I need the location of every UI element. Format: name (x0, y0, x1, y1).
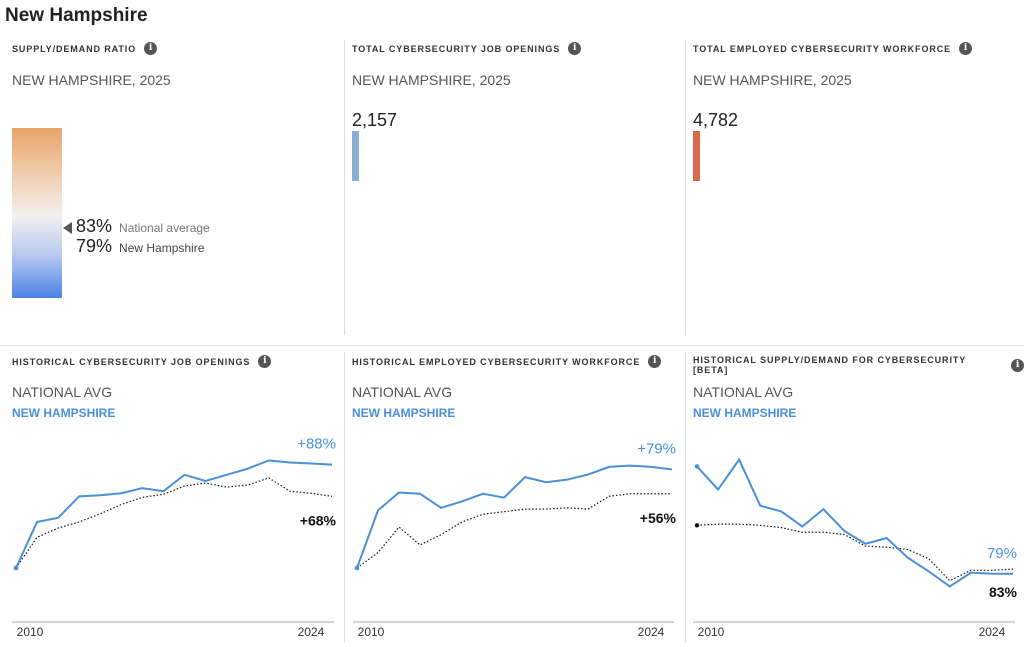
legend-state: NEW HAMPSHIRE (352, 406, 456, 420)
workforce-bar (693, 131, 700, 181)
legend-national: NATIONAL AVG (693, 384, 794, 400)
legend-state: NEW HAMPSHIRE (12, 406, 116, 420)
panel-label: TOTAL CYBERSECURITY JOB OPENINGS (352, 43, 561, 54)
job-openings-value: 2,157 (352, 110, 398, 130)
info-icon[interactable]: i (648, 355, 662, 368)
info-icon[interactable]: i (258, 355, 272, 368)
workforce-value: 4,782 (693, 110, 739, 130)
info-icon[interactable]: i (959, 42, 973, 55)
state-ratio-row: 79% New Hampshire (76, 236, 204, 257)
legend-state: NEW HAMPSHIRE (693, 406, 797, 420)
panel-subtitle: NEW HAMPSHIRE, 2025 (693, 72, 852, 88)
panel-subtitle: NEW HAMPSHIRE, 2025 (352, 72, 511, 88)
supply-demand-panel: SUPPLY/DEMAND RATIO i NEW HAMPSHIRE, 202… (0, 42, 344, 337)
panel-label: HISTORICAL EMPLOYED CYBERSECURITY WORKFO… (352, 356, 641, 367)
panel-label: HISTORICAL SUPPLY/DEMAND FOR CYBERSECURI… (693, 355, 966, 375)
panel-subtitle: NEW HAMPSHIRE, 2025 (12, 72, 171, 88)
info-icon[interactable]: i (1011, 358, 1024, 372)
separator (344, 352, 345, 642)
workforce-panel: TOTAL EMPLOYED CYBERSECURITY WORKFORCE i… (681, 42, 1024, 337)
national-average-value: 83% (76, 216, 113, 236)
job-openings-bar (352, 131, 359, 181)
state-ratio-label: New Hampshire (119, 241, 205, 255)
historical-openings-panel: HISTORICAL CYBERSECURITY JOB OPENINGS i … (0, 355, 344, 647)
state-ratio-value: 79% (76, 236, 113, 256)
legend-national: NATIONAL AVG (352, 384, 453, 400)
legend-national: NATIONAL AVG (12, 384, 113, 400)
separator (0, 345, 1024, 346)
job-openings-panel: TOTAL CYBERSECURITY JOB OPENINGS i NEW H… (340, 42, 684, 337)
historical-workforce-panel: HISTORICAL EMPLOYED CYBERSECURITY WORKFO… (340, 355, 684, 647)
page-title: New Hampshire (5, 5, 148, 26)
info-icon[interactable]: i (144, 42, 158, 55)
ratio-gradient-bar (12, 128, 62, 298)
national-average-label: National average (119, 221, 210, 235)
info-icon[interactable]: i (568, 42, 582, 55)
separator (685, 352, 686, 642)
panel-label: TOTAL EMPLOYED CYBERSECURITY WORKFORCE (693, 43, 952, 54)
national-average-row: 83% National average (76, 216, 210, 237)
separator (685, 40, 686, 335)
separator (344, 40, 345, 335)
panel-label: SUPPLY/DEMAND RATIO (12, 43, 137, 54)
panel-label: HISTORICAL CYBERSECURITY JOB OPENINGS (12, 356, 251, 367)
national-marker-icon (63, 222, 72, 234)
historical-ratio-panel: HISTORICAL SUPPLY/DEMAND FOR CYBERSECURI… (681, 355, 1024, 647)
